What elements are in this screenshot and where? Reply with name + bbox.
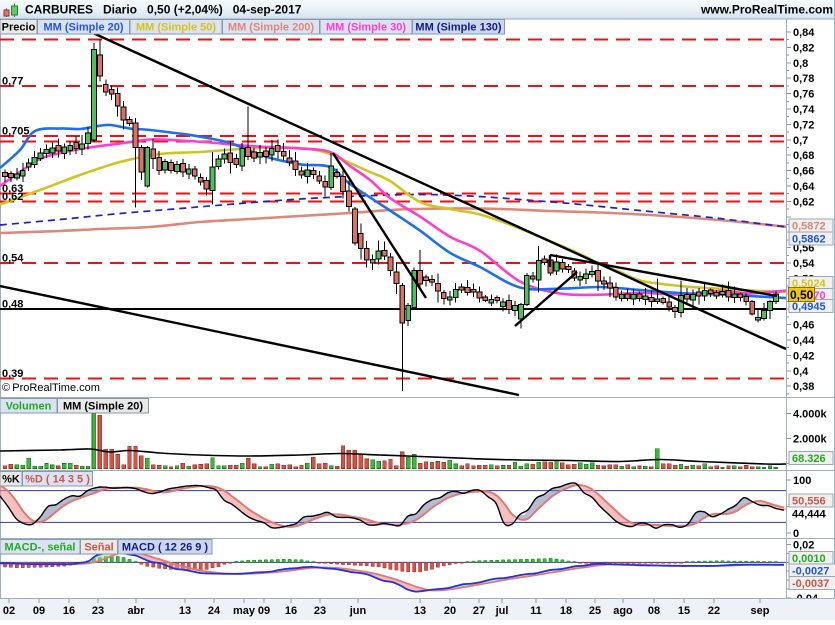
svg-text:4.000k: 4.000k <box>793 409 828 421</box>
svg-text:0,62: 0,62 <box>2 191 23 203</box>
svg-text:23: 23 <box>92 605 104 617</box>
svg-text:100: 100 <box>793 475 811 487</box>
svg-text:abr: abr <box>127 605 145 617</box>
svg-text:24: 24 <box>208 605 221 617</box>
svg-text:MM (Simple 30): MM (Simple 30) <box>326 22 406 34</box>
svg-text:0,54: 0,54 <box>2 253 24 265</box>
svg-text:sep: sep <box>751 605 770 617</box>
svg-text:CARBURES Diario 0,50 (+2,0: CARBURES Diario 0,50 (+2,04%) 04-sep-201… <box>25 3 302 17</box>
svg-text:23: 23 <box>314 605 326 617</box>
svg-text:02: 02 <box>3 605 15 617</box>
svg-text:0,02: 0,02 <box>793 540 814 552</box>
svg-text:MACD ( 12 26 9 ): MACD ( 12 26 9 ) <box>122 542 209 554</box>
svg-text:20: 20 <box>444 605 456 617</box>
svg-text:0,0010: 0,0010 <box>792 553 826 565</box>
svg-text:Volumen: Volumen <box>6 401 52 413</box>
svg-text:0,64: 0,64 <box>793 181 815 193</box>
svg-text:0,84: 0,84 <box>793 27 815 39</box>
svg-text:0,50: 0,50 <box>790 288 814 302</box>
svg-text:0,39: 0,39 <box>2 368 23 380</box>
svg-text:%D ( 14 3 5 ): %D ( 14 3 5 ) <box>25 474 90 486</box>
svg-text:0,5872: 0,5872 <box>792 221 826 233</box>
svg-text:0,42: 0,42 <box>793 350 814 362</box>
svg-text:jun: jun <box>349 605 367 617</box>
svg-text:-0,0027: -0,0027 <box>792 566 829 578</box>
svg-text:0,54: 0,54 <box>793 258 815 270</box>
svg-text:0,63: 0,63 <box>2 183 23 195</box>
svg-text:0,56: 0,56 <box>793 243 814 255</box>
svg-text:0,44: 0,44 <box>793 335 815 347</box>
svg-text:0,705: 0,705 <box>2 125 30 137</box>
svg-text:may: may <box>233 605 256 617</box>
svg-text:22: 22 <box>708 605 720 617</box>
svg-text:16: 16 <box>63 605 75 617</box>
svg-text:MACD-, señal: MACD-, señal <box>5 542 76 554</box>
svg-text:MM (Simple 20): MM (Simple 20) <box>43 22 123 34</box>
svg-text:27: 27 <box>473 605 485 617</box>
svg-text:13: 13 <box>414 605 426 617</box>
svg-text:0,7: 0,7 <box>793 135 808 147</box>
svg-text:-0,0037: -0,0037 <box>792 578 829 590</box>
svg-text:68.326: 68.326 <box>792 453 826 465</box>
svg-text:MM (Simple 50): MM (Simple 50) <box>136 22 216 34</box>
svg-text:ago: ago <box>613 605 633 617</box>
svg-text:0,48: 0,48 <box>2 299 23 311</box>
svg-text:0,8: 0,8 <box>793 58 808 70</box>
svg-text:0,4: 0,4 <box>793 366 809 378</box>
svg-text:0: 0 <box>793 528 799 540</box>
svg-text:0,82: 0,82 <box>793 42 814 54</box>
svg-text:Precio: Precio <box>2 22 36 34</box>
svg-text:0,46: 0,46 <box>793 320 814 332</box>
svg-text:Señal: Señal <box>84 542 113 554</box>
svg-text:13: 13 <box>179 605 191 617</box>
svg-text:0,78: 0,78 <box>793 73 814 85</box>
svg-text:08: 08 <box>648 605 660 617</box>
svg-text:50,556: 50,556 <box>792 496 826 508</box>
svg-text:0,72: 0,72 <box>793 119 814 131</box>
svg-text:MM (Simple 130): MM (Simple 130) <box>415 22 502 34</box>
svg-text:MM (Simple 200): MM (Simple 200) <box>228 22 315 34</box>
svg-text:09: 09 <box>258 605 270 617</box>
svg-text:09: 09 <box>33 605 45 617</box>
svg-text:0,38: 0,38 <box>793 381 814 393</box>
svg-text:16: 16 <box>285 605 297 617</box>
svg-text:2.000k: 2.000k <box>793 434 828 446</box>
svg-text:0,4945: 0,4945 <box>792 301 826 313</box>
svg-text:© ProRealTime.com: © ProRealTime.com <box>2 382 100 394</box>
svg-text:0,77: 0,77 <box>2 75 23 87</box>
svg-text:MM (Simple 20): MM (Simple 20) <box>63 401 143 413</box>
svg-text:www.ProRealTime.com: www.ProRealTime.com <box>700 3 833 17</box>
svg-text:11: 11 <box>530 605 542 617</box>
svg-text:0,66: 0,66 <box>793 166 814 178</box>
svg-text:0,74: 0,74 <box>793 104 815 116</box>
svg-text:jul: jul <box>495 605 509 617</box>
svg-text:0,68: 0,68 <box>793 150 814 162</box>
svg-text:%K: %K <box>2 474 20 486</box>
svg-text:44,444: 44,444 <box>792 509 827 521</box>
svg-text:25: 25 <box>589 605 601 617</box>
svg-text:0,76: 0,76 <box>793 89 814 101</box>
svg-text:15: 15 <box>678 605 690 617</box>
svg-text:18: 18 <box>560 605 572 617</box>
svg-text:0,62: 0,62 <box>793 196 814 208</box>
svg-text:0,5862: 0,5862 <box>792 234 826 246</box>
